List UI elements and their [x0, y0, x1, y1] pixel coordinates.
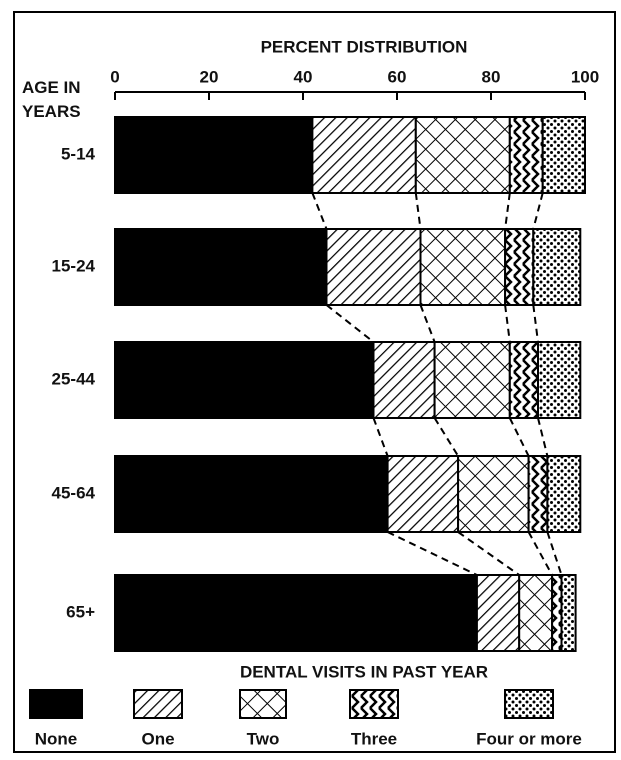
x-tick-label: 60 [388, 67, 407, 86]
bar-segment [508, 341, 539, 419]
bar-segment [114, 455, 389, 533]
bar-segment [504, 228, 535, 306]
legend-label: Three [351, 729, 397, 748]
connector [546, 531, 563, 576]
x-tick-label: 20 [200, 67, 219, 86]
bar-segment [386, 455, 460, 533]
legend-swatch [239, 689, 287, 719]
y-tick-label: 15-24 [52, 256, 96, 275]
legend-label: Four or more [476, 729, 582, 748]
x-tick-label: 40 [294, 67, 313, 86]
bar-segment [475, 574, 521, 652]
bar-segment [457, 455, 530, 533]
connector [325, 304, 375, 343]
connector [532, 192, 544, 230]
bar-segment [532, 228, 582, 306]
legend-swatch [504, 689, 554, 719]
bar-segment [537, 341, 582, 419]
legend-swatch [133, 689, 183, 719]
y-tick-label: 45-64 [52, 483, 96, 502]
legend-swatch [29, 689, 83, 719]
bar-segment [311, 116, 417, 194]
bar-segment [114, 228, 328, 306]
legend-label: None [35, 729, 78, 748]
connector [504, 192, 511, 230]
y-tick-label: 5-14 [61, 144, 96, 163]
x-tick-label: 100 [571, 67, 599, 86]
bar-segment [508, 116, 544, 194]
bar-segment [541, 116, 587, 194]
connector [508, 417, 530, 457]
bar-segment [325, 228, 422, 306]
y-axis-label: AGE IN YEARS [22, 78, 81, 121]
bar-segment [518, 574, 554, 652]
bar-segment [114, 116, 314, 194]
bar-segment [419, 228, 507, 306]
chart-title: PERCENT DISTRIBUTION [261, 37, 468, 56]
connector [527, 531, 553, 576]
x-tick-label: 80 [482, 67, 501, 86]
y-tick-label: 25-44 [52, 369, 96, 388]
frame [13, 11, 616, 753]
connector [372, 417, 389, 457]
connector [414, 192, 422, 230]
bar-segment [560, 574, 577, 652]
connector [537, 417, 549, 457]
x-tick-label: 0 [110, 67, 119, 86]
connector [532, 304, 539, 343]
connector [311, 192, 328, 230]
bar-segment [433, 341, 511, 419]
connector [433, 417, 459, 457]
connector [457, 531, 520, 576]
legend-label: Two [247, 729, 280, 748]
bar-segment [372, 341, 436, 419]
legend-swatch [349, 689, 399, 719]
legend-label: One [141, 729, 174, 748]
connector [387, 531, 478, 576]
bar-segment [414, 116, 511, 194]
bar-segment [114, 341, 375, 419]
bar-segment [546, 455, 582, 533]
bar-segment [114, 574, 478, 652]
legend-title: DENTAL VISITS IN PAST YEAR [240, 662, 488, 681]
connector [504, 304, 511, 343]
connector [419, 304, 436, 343]
y-tick-label: 65+ [66, 602, 95, 621]
bar-segment [527, 455, 549, 533]
bar-segment [551, 574, 563, 652]
